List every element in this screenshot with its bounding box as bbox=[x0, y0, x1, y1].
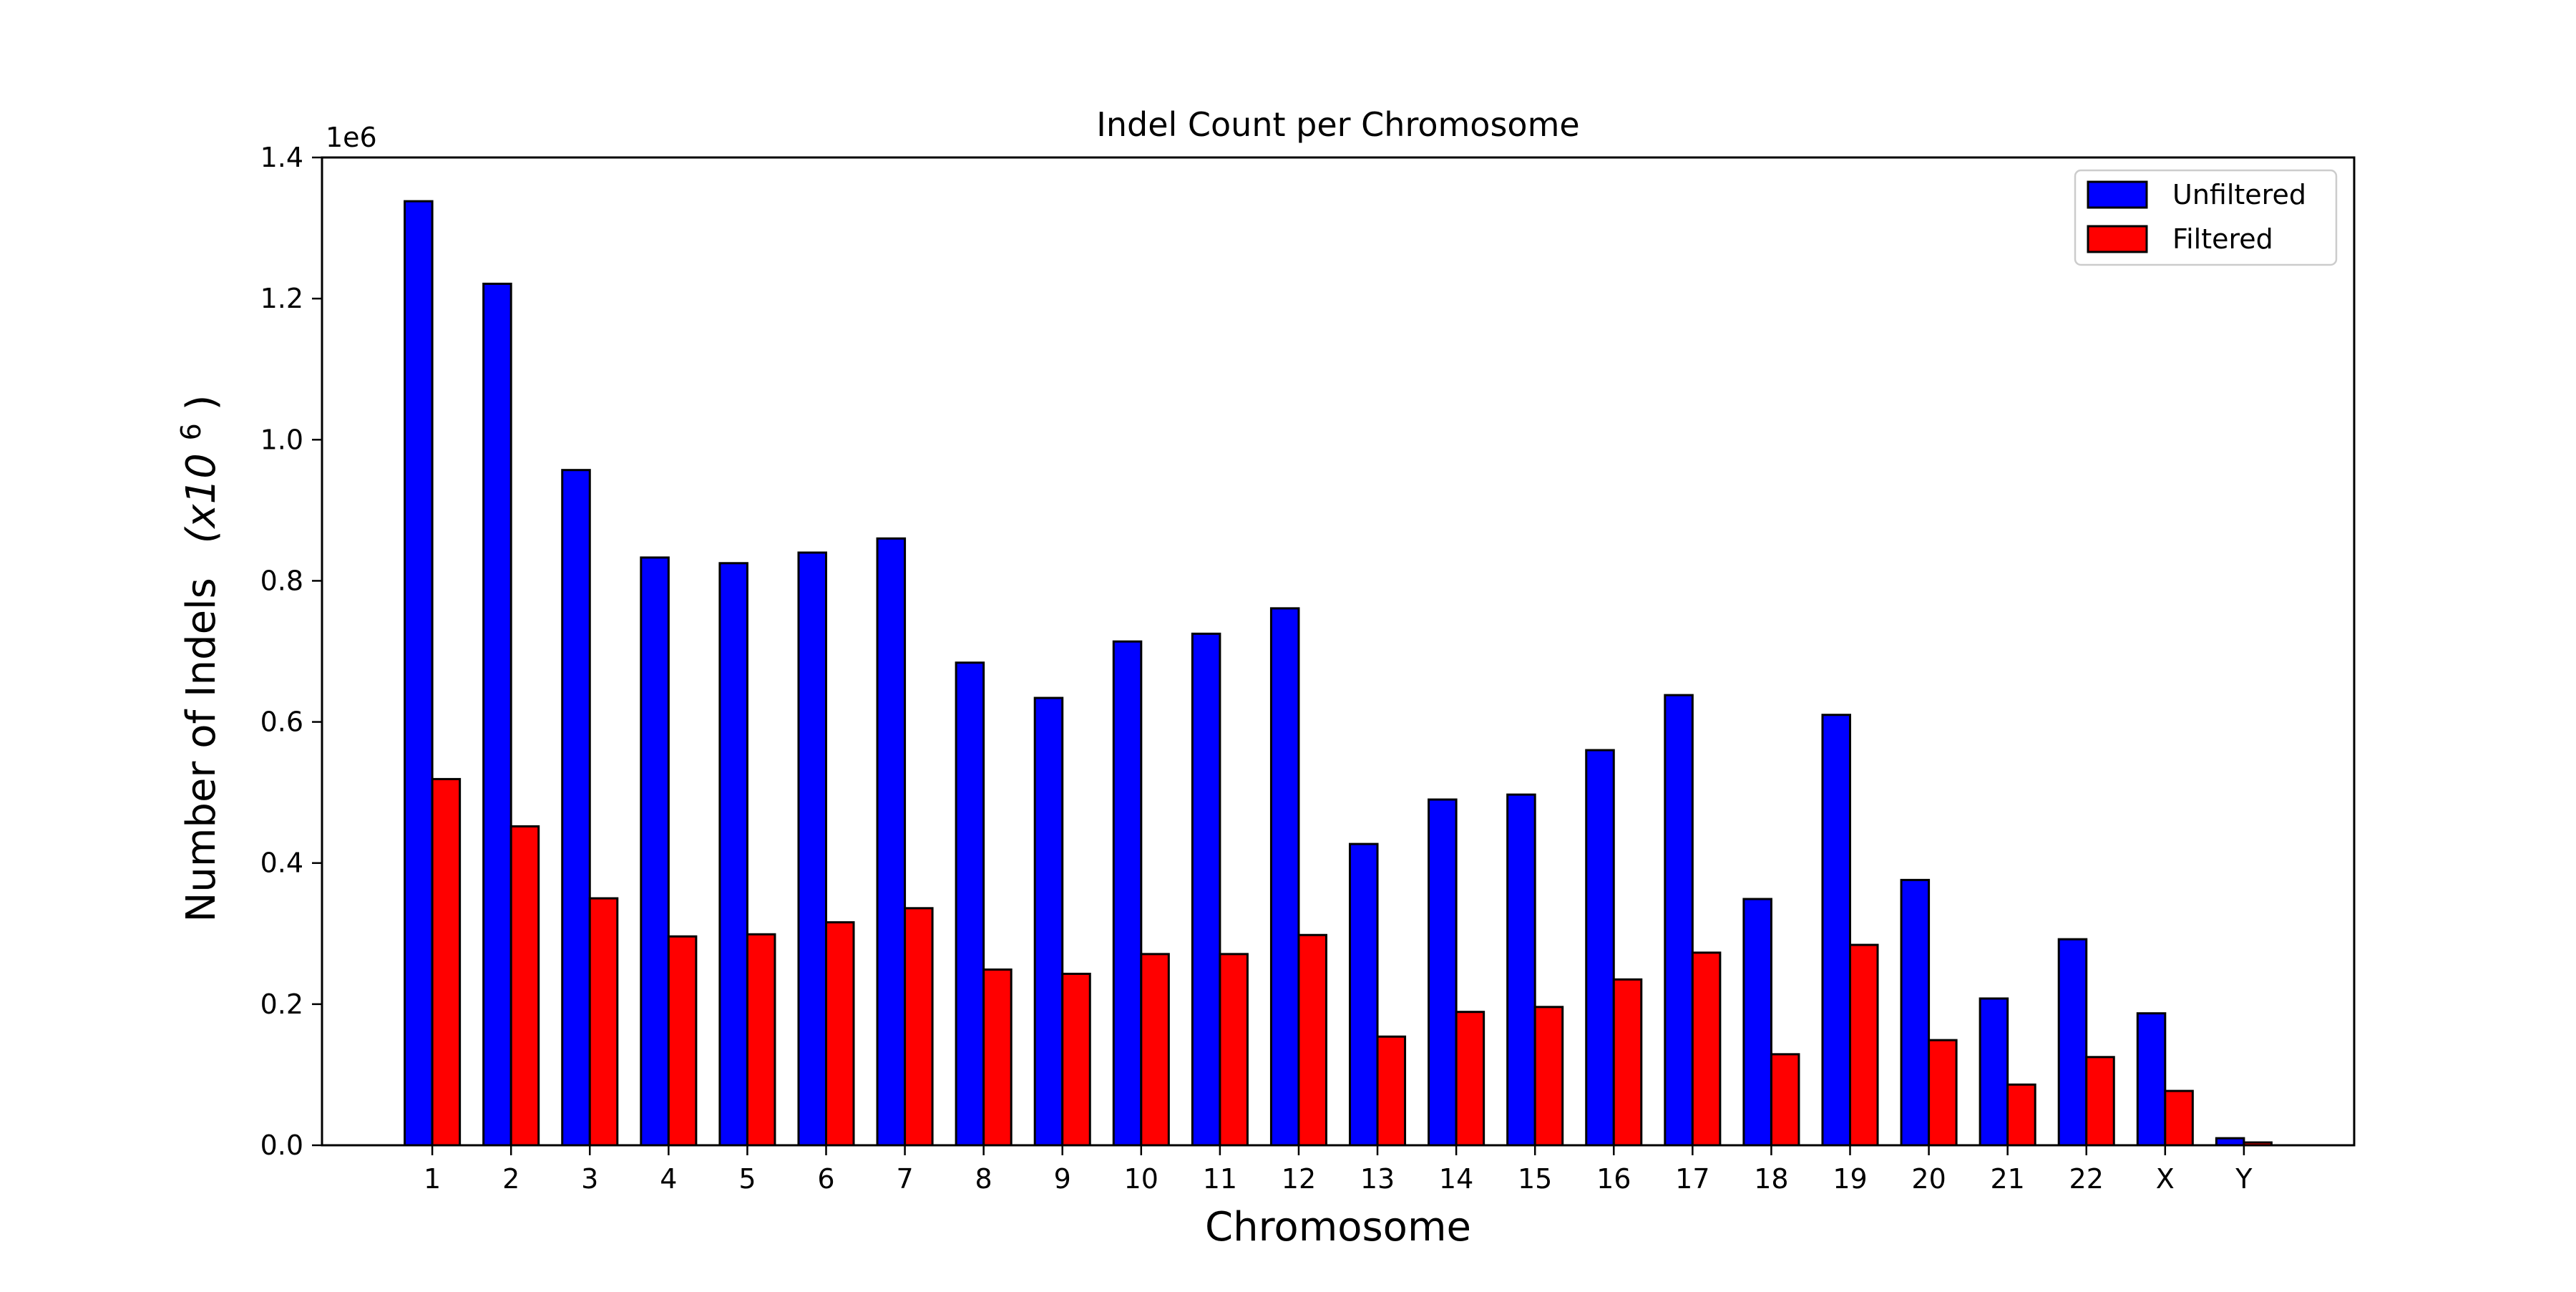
x-tick-label: Y bbox=[2235, 1163, 2253, 1195]
y-tick-label: 0.8 bbox=[260, 565, 303, 596]
bar-filtered-11 bbox=[1219, 953, 1249, 1147]
bar-unfiltered-18 bbox=[1742, 898, 1772, 1147]
bar-filtered-9 bbox=[1061, 972, 1091, 1147]
bar-filtered-5 bbox=[746, 933, 776, 1147]
legend-label-filtered: Filtered bbox=[2172, 223, 2273, 255]
x-tick-label: 9 bbox=[1054, 1163, 1071, 1195]
bar-filtered-2 bbox=[509, 825, 540, 1147]
legend-swatch-filtered bbox=[2087, 225, 2148, 253]
x-axis-title: Chromosome bbox=[1205, 1204, 1471, 1250]
bar-unfiltered-13 bbox=[1349, 842, 1379, 1147]
bar-unfiltered-20 bbox=[1900, 878, 1931, 1147]
y-axis-title-exponent: 6 bbox=[175, 423, 207, 440]
bar-unfiltered-21 bbox=[1979, 997, 2009, 1147]
y-axis-title: Number of Indels (x10 6 ) bbox=[164, 394, 225, 922]
bar-filtered-19 bbox=[1849, 943, 1879, 1147]
x-tick-label: 11 bbox=[1203, 1163, 1237, 1195]
bar-filtered-6 bbox=[824, 921, 855, 1147]
y-tick-label: 0.4 bbox=[260, 847, 303, 879]
x-tick-label: 3 bbox=[581, 1163, 598, 1195]
bar-unfiltered-8 bbox=[955, 661, 985, 1147]
x-tick-label: 16 bbox=[1596, 1163, 1631, 1195]
bar-filtered-7 bbox=[904, 907, 934, 1147]
bar-unfiltered-5 bbox=[718, 562, 748, 1147]
bar-unfiltered-7 bbox=[876, 537, 907, 1147]
bar-unfiltered-10 bbox=[1112, 640, 1143, 1147]
bar-unfiltered-9 bbox=[1033, 696, 1064, 1147]
bar-filtered-12 bbox=[1297, 933, 1327, 1147]
x-tick-label: 15 bbox=[1518, 1163, 1552, 1195]
bar-unfiltered-3 bbox=[561, 469, 591, 1147]
bar-filtered-21 bbox=[2006, 1083, 2036, 1147]
bar-filtered-17 bbox=[1691, 951, 1722, 1147]
x-tick-label: 2 bbox=[502, 1163, 519, 1195]
x-tick-label: 22 bbox=[2069, 1163, 2104, 1195]
x-tick-label: 17 bbox=[1675, 1163, 1709, 1195]
bar-filtered-22 bbox=[2085, 1056, 2115, 1147]
x-tick-label: 5 bbox=[738, 1163, 756, 1195]
x-tick-label: 19 bbox=[1833, 1163, 1867, 1195]
bar-unfiltered-14 bbox=[1428, 798, 1458, 1147]
bar-filtered-13 bbox=[1376, 1035, 1407, 1147]
x-tick-label: 6 bbox=[817, 1163, 834, 1195]
x-tick-label: X bbox=[2156, 1163, 2175, 1195]
x-tick-label: 10 bbox=[1124, 1163, 1158, 1195]
bar-filtered-16 bbox=[1612, 978, 1643, 1147]
bar-unfiltered-1 bbox=[404, 200, 434, 1147]
y-tick-label: 1.0 bbox=[260, 424, 303, 455]
bars-layer bbox=[404, 200, 2273, 1147]
y-axis-title-multiplier: (x10 bbox=[178, 453, 225, 543]
x-tick-label: 8 bbox=[975, 1163, 992, 1195]
x-tick-label: 20 bbox=[1911, 1163, 1946, 1195]
bar-filtered-20 bbox=[1928, 1039, 1958, 1147]
x-tick-label: 4 bbox=[660, 1163, 677, 1195]
bar-unfiltered-17 bbox=[1664, 694, 1694, 1147]
y-axis-title-close: ) bbox=[178, 394, 225, 410]
bar-unfiltered-16 bbox=[1585, 749, 1615, 1147]
plot-frame bbox=[321, 156, 2356, 1147]
bar-filtered-8 bbox=[982, 968, 1013, 1147]
bar-unfiltered-6 bbox=[797, 551, 827, 1147]
y-tick-label: 0.2 bbox=[260, 989, 303, 1020]
legend: Unfiltered Filtered bbox=[2074, 169, 2338, 266]
y-axis-title-main: Number of Indels bbox=[178, 578, 225, 922]
x-tick-label: 1 bbox=[424, 1163, 441, 1195]
ticks-layer: 1 2 3 4 5 6 7 8 9 10 11 12 13 14 15 16 17 18 19 20 21 22 X Y0.0… bbox=[260, 142, 2253, 1195]
bar-filtered-10 bbox=[1140, 953, 1170, 1147]
bar-filtered-15 bbox=[1533, 1006, 1564, 1147]
bar-unfiltered-2 bbox=[482, 282, 512, 1147]
y-axis-offset-text: 1e6 bbox=[326, 122, 377, 153]
x-tick-label: 12 bbox=[1282, 1163, 1316, 1195]
bar-filtered-14 bbox=[1455, 1011, 1485, 1147]
x-tick-label: 21 bbox=[1990, 1163, 2024, 1195]
bar-unfiltered-4 bbox=[640, 556, 670, 1147]
y-tick-label: 0.6 bbox=[260, 706, 303, 738]
x-tick-label: 13 bbox=[1360, 1163, 1395, 1195]
x-tick-label: 7 bbox=[896, 1163, 913, 1195]
bar-unfiltered-11 bbox=[1191, 632, 1221, 1147]
legend-label-unfiltered: Unfiltered bbox=[2172, 179, 2306, 210]
y-tick-label: 1.2 bbox=[260, 283, 303, 314]
bar-filtered-4 bbox=[667, 935, 698, 1147]
x-tick-label: 14 bbox=[1439, 1163, 1473, 1195]
bar-unfiltered-12 bbox=[1269, 607, 1300, 1147]
y-tick-label: 1.4 bbox=[260, 142, 303, 173]
chart-title: Indel Count per Chromosome bbox=[1096, 105, 1579, 144]
bar-unfiltered-15 bbox=[1506, 793, 1536, 1147]
bar-unfiltered-x bbox=[2136, 1012, 2167, 1147]
legend-swatch-unfiltered bbox=[2087, 180, 2148, 209]
bar-unfiltered-19 bbox=[1821, 714, 1852, 1147]
bar-filtered-18 bbox=[1770, 1053, 1800, 1147]
x-tick-label: 18 bbox=[1754, 1163, 1788, 1195]
bar-unfiltered-22 bbox=[2057, 938, 2088, 1147]
bar-filtered-x bbox=[2164, 1089, 2194, 1147]
y-tick-label: 0.0 bbox=[260, 1130, 303, 1161]
bar-filtered-1 bbox=[431, 777, 462, 1147]
bar-filtered-3 bbox=[588, 897, 619, 1147]
